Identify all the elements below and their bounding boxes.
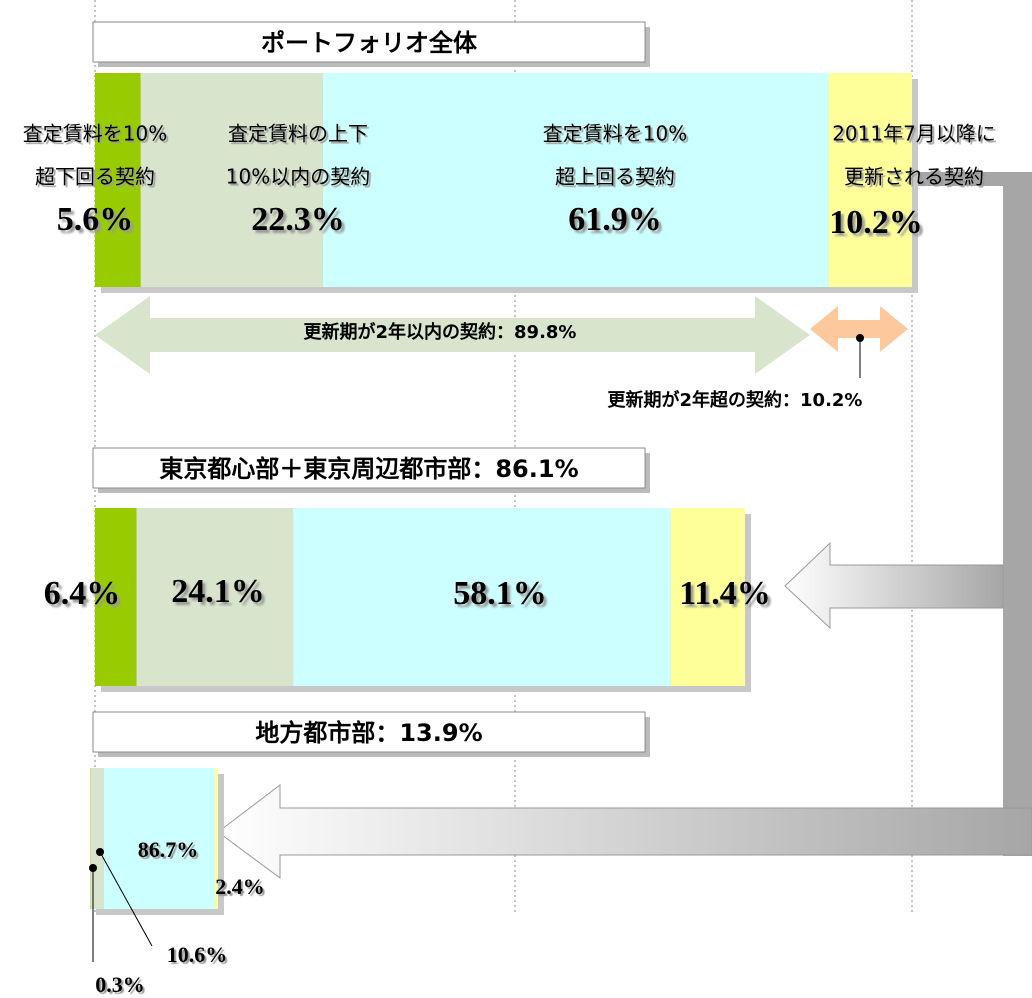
connectors xyxy=(217,172,1032,879)
bar-segment xyxy=(140,73,323,287)
span-arrow xyxy=(95,296,810,374)
connector-arrow xyxy=(217,783,1032,879)
title-boxes xyxy=(92,21,650,757)
leader-dot xyxy=(89,864,97,872)
value-label: 0.3% xyxy=(95,972,145,997)
segment-name: 査定賃料を10% xyxy=(23,122,167,146)
bar-segment xyxy=(103,768,215,909)
segment-name: 査定賃料の上下 xyxy=(228,122,368,146)
title-box xyxy=(92,21,646,63)
leader-line xyxy=(99,851,153,947)
connector-arrow xyxy=(784,541,1004,630)
value-label: 11.4% xyxy=(679,575,771,612)
bar-segment xyxy=(293,508,671,686)
title-box xyxy=(92,447,646,489)
value-label: 10.2% xyxy=(829,204,923,241)
value-label: 61.9% xyxy=(568,201,662,238)
segment-name: 超下回る契約 xyxy=(35,165,155,189)
bar-segment xyxy=(95,73,141,287)
leader-dot xyxy=(856,334,864,342)
segment-name: 超上回る契約 xyxy=(555,165,675,189)
value-label: 5.6% xyxy=(57,201,134,238)
value-label: 24.1% xyxy=(171,573,265,610)
chart-title: 東京都心部＋東京周辺都市部：86.1% xyxy=(159,455,578,483)
segment-name: 査定賃料を10% xyxy=(543,122,687,146)
connector xyxy=(912,172,1032,186)
title-box xyxy=(92,711,646,753)
annotation: 更新期が2年以内の契約：89.8% xyxy=(304,321,577,343)
bar-segment xyxy=(670,508,745,686)
bar-segment xyxy=(90,768,104,909)
value-label: 10.6% xyxy=(167,942,228,967)
bars: 5.6% 査定賃料を10% 超下回る契約 22.3% 査定賃料の上下 10%以内の契約 61… xyxy=(23,73,996,997)
chart-title: ポートフォリオ全体 xyxy=(261,29,478,57)
bar-segment xyxy=(828,73,912,287)
segment-name: 10%以内の契約 xyxy=(226,165,370,189)
bar-segment xyxy=(136,508,294,686)
chart-title: 地方都市部：13.9% xyxy=(255,719,482,747)
value-label: 6.4% xyxy=(44,575,121,612)
bar-segment xyxy=(95,508,137,686)
value-label: 58.1% xyxy=(453,575,547,612)
bar-segment xyxy=(322,73,829,287)
segment-name: 2011年7月以降に xyxy=(832,122,996,146)
annotation: 更新期が2年超の契約：10.2% xyxy=(608,389,863,411)
value-label: 2.4% xyxy=(215,874,265,899)
value-label: 22.3% xyxy=(251,201,345,238)
leader-dot xyxy=(96,848,104,856)
bar-segment xyxy=(214,768,218,909)
value-label: 86.7% xyxy=(138,837,199,862)
segment-name: 更新される契約 xyxy=(844,165,984,189)
connector xyxy=(1003,172,1032,856)
span-arrow xyxy=(810,306,908,352)
